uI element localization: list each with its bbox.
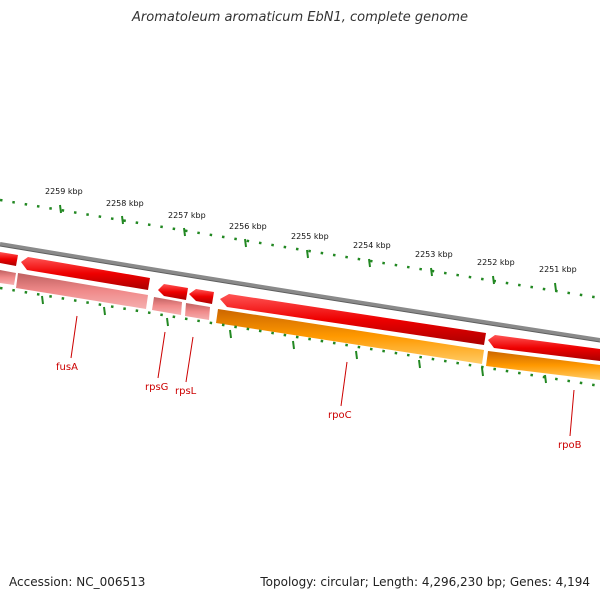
leader-line-rpoC	[340, 361, 348, 407]
gene-leader-lines	[70, 315, 575, 437]
genome-backbone	[0, 242, 600, 342]
gene-label-rpoC: rpoC	[328, 410, 352, 421]
accession-text: Accession: NC_006513	[9, 575, 146, 589]
feature-arrow	[21, 257, 150, 290]
major-tick	[103, 306, 106, 316]
gene-label-fusA: fusA	[56, 362, 78, 373]
inner-major-ticks	[41, 295, 547, 384]
major-tick	[355, 350, 358, 360]
map-title: Aromatoleum aromaticum EbN1, complete ge…	[132, 10, 468, 25]
gene-segment	[216, 309, 484, 364]
major-tick	[59, 204, 62, 214]
leader-line-rpoB	[569, 389, 575, 437]
outer-tick-ring	[0, 198, 600, 300]
major-tick	[121, 215, 124, 225]
tick-label: 2256 kbp	[229, 222, 267, 231]
tick-label: 2258 kbp	[106, 199, 144, 208]
major-tick	[244, 238, 247, 248]
feature-track	[0, 252, 600, 361]
major-tick	[183, 227, 186, 237]
major-tick	[430, 267, 433, 277]
gene-segment	[0, 270, 16, 285]
major-tick	[544, 374, 547, 384]
major-tick	[418, 359, 421, 369]
feature-arrow	[189, 289, 214, 304]
gene-segment	[185, 303, 210, 320]
major-tick	[492, 275, 495, 285]
leader-line-rpsG	[157, 331, 166, 379]
leader-line-rpsL	[185, 336, 194, 383]
gene-label-rpsG: rpsG	[145, 382, 168, 393]
major-tick	[41, 295, 44, 305]
tick-label: 2253 kbp	[415, 250, 453, 259]
gene-label-rpsL: rpsL	[175, 386, 197, 397]
tick-label: 2255 kbp	[291, 232, 329, 241]
genome-summary-text: Topology: circular; Length: 4,296,230 bp…	[260, 575, 590, 589]
leader-line-fusA	[70, 315, 78, 359]
tick-label: 2254 kbp	[353, 241, 391, 250]
major-tick	[481, 367, 484, 377]
major-tick	[368, 258, 371, 268]
tick-label: 2259 kbp	[45, 187, 83, 196]
major-tick	[292, 340, 295, 350]
major-tick	[306, 249, 309, 259]
gene-segment	[486, 351, 600, 380]
gene-segment	[152, 297, 182, 315]
tick-label: 2251 kbp	[539, 265, 577, 274]
feature-arrow	[220, 294, 486, 345]
feature-arrow	[0, 252, 18, 266]
major-tick	[229, 329, 232, 339]
feature-arrow	[158, 284, 188, 300]
genome-backbone-shadow	[0, 245, 600, 343]
gene-label-rpoB: rpoB	[558, 440, 582, 451]
major-tick	[166, 317, 169, 327]
outer-minor-ticks	[0, 198, 600, 300]
gene-track	[0, 270, 600, 380]
tick-label: 2257 kbp	[168, 211, 206, 220]
major-tick	[554, 282, 557, 292]
gene-segment	[16, 273, 148, 309]
feature-arrow	[488, 335, 600, 361]
tick-label: 2252 kbp	[477, 258, 515, 267]
